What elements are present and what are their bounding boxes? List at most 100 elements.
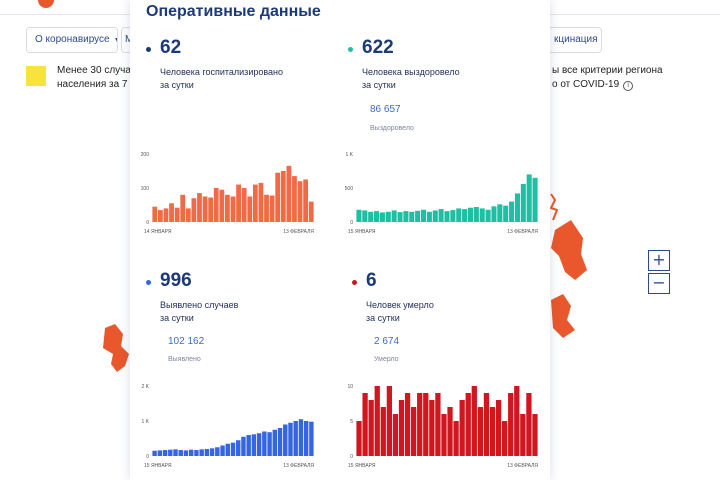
chart-bar[interactable] bbox=[162, 450, 168, 456]
chart-bar[interactable] bbox=[220, 445, 225, 457]
chart-bar[interactable] bbox=[508, 393, 514, 456]
chart-bar[interactable] bbox=[262, 431, 267, 457]
chart-bar[interactable] bbox=[453, 421, 459, 456]
chart-bar[interactable] bbox=[379, 212, 385, 222]
chart-bar[interactable] bbox=[247, 196, 253, 223]
chart-bar[interactable] bbox=[385, 211, 391, 222]
chart-bar[interactable] bbox=[157, 450, 163, 456]
chart-bar[interactable] bbox=[417, 393, 423, 456]
chart-bar[interactable] bbox=[479, 208, 485, 222]
chart-bar[interactable] bbox=[514, 193, 520, 222]
chart-bar[interactable] bbox=[209, 448, 215, 456]
chart-bar[interactable] bbox=[236, 184, 241, 222]
chart-bar[interactable] bbox=[471, 386, 477, 456]
chart-bar[interactable] bbox=[526, 174, 532, 222]
chart-bar[interactable] bbox=[199, 449, 204, 456]
zoom-out-button[interactable]: − bbox=[648, 273, 670, 294]
chart-bar[interactable] bbox=[215, 447, 220, 456]
chart-bar[interactable] bbox=[447, 407, 453, 456]
chart-bar[interactable] bbox=[444, 211, 450, 222]
zoom-in-button[interactable]: + bbox=[648, 250, 670, 271]
site-logo[interactable] bbox=[38, 0, 54, 8]
nav-pill-vaccination[interactable]: кцинация▼ bbox=[540, 27, 602, 53]
chart-bar[interactable] bbox=[213, 188, 219, 222]
chart-bar[interactable] bbox=[429, 400, 435, 456]
chart-bar[interactable] bbox=[219, 189, 225, 222]
chart-bar[interactable] bbox=[409, 211, 415, 222]
chart-bar[interactable] bbox=[485, 209, 491, 222]
chart-bar[interactable] bbox=[420, 209, 427, 222]
chart-bar[interactable] bbox=[191, 198, 197, 222]
map-region-left[interactable] bbox=[95, 320, 135, 380]
chart-bar[interactable] bbox=[532, 414, 538, 456]
chart-bar[interactable] bbox=[252, 184, 258, 222]
chart-bar[interactable] bbox=[374, 211, 380, 222]
chart-bar[interactable] bbox=[183, 450, 189, 456]
chart-bar[interactable] bbox=[236, 440, 241, 456]
chart-bar[interactable] bbox=[432, 210, 438, 222]
chart-bar[interactable] bbox=[293, 421, 298, 456]
chart-bar[interactable] bbox=[173, 449, 178, 456]
chart-bar[interactable] bbox=[502, 421, 508, 456]
chart-bar[interactable] bbox=[489, 407, 496, 456]
chart-bar[interactable] bbox=[275, 172, 281, 222]
chart-bar[interactable] bbox=[152, 206, 158, 222]
chart-bar[interactable] bbox=[423, 393, 429, 456]
chart-bar[interactable] bbox=[404, 393, 411, 456]
chart-bar[interactable] bbox=[450, 210, 456, 222]
chart-bar[interactable] bbox=[308, 201, 314, 222]
chart-bar[interactable] bbox=[303, 179, 309, 223]
chart-bar[interactable] bbox=[169, 203, 174, 222]
chart-bar[interactable] bbox=[362, 210, 368, 222]
chart-bar[interactable] bbox=[225, 443, 230, 456]
chart-bar[interactable] bbox=[467, 207, 474, 222]
chart-bar[interactable] bbox=[397, 212, 403, 222]
chart-bar[interactable] bbox=[225, 194, 230, 222]
chart-bar[interactable] bbox=[356, 421, 362, 456]
chart-bar[interactable] bbox=[163, 208, 169, 222]
chart-bar[interactable] bbox=[185, 208, 191, 222]
chart-bar[interactable] bbox=[415, 210, 421, 222]
chart-bar[interactable] bbox=[380, 407, 386, 456]
chart-bar[interactable] bbox=[256, 433, 262, 456]
chart-bar[interactable] bbox=[374, 386, 380, 456]
chart-bar[interactable] bbox=[241, 188, 247, 222]
chart-bar[interactable] bbox=[477, 407, 483, 456]
chart-bar[interactable] bbox=[230, 442, 236, 456]
chart-bar[interactable] bbox=[392, 414, 399, 456]
chart-bar[interactable] bbox=[298, 419, 304, 456]
chart-bar[interactable] bbox=[411, 407, 417, 456]
chart-bar[interactable] bbox=[188, 449, 194, 456]
chart-bar[interactable] bbox=[426, 211, 432, 222]
chart-bar[interactable] bbox=[246, 435, 251, 456]
chart-bar[interactable] bbox=[202, 196, 208, 223]
chart-bar[interactable] bbox=[435, 393, 441, 456]
chart-bar[interactable] bbox=[483, 393, 490, 456]
chart-bar[interactable] bbox=[264, 194, 269, 222]
chart-bar[interactable] bbox=[520, 414, 526, 456]
chart-bar[interactable] bbox=[462, 209, 468, 222]
chart-bar[interactable] bbox=[459, 400, 465, 456]
nav-pill-about[interactable]: О коронавирусе ▼ bbox=[26, 27, 118, 53]
chart-bar[interactable] bbox=[441, 414, 447, 456]
chart-bar[interactable] bbox=[497, 204, 503, 222]
chart-bar[interactable] bbox=[272, 429, 278, 456]
chart-bar[interactable] bbox=[391, 210, 397, 222]
chart-bar[interactable] bbox=[491, 206, 497, 222]
chart-bar[interactable] bbox=[503, 205, 509, 222]
chart-bar[interactable] bbox=[194, 450, 199, 456]
chart-bar[interactable] bbox=[204, 449, 210, 456]
chart-bar[interactable] bbox=[208, 197, 214, 222]
chart-bar[interactable] bbox=[197, 193, 202, 222]
chart-bar[interactable] bbox=[473, 207, 479, 222]
map-region-right[interactable] bbox=[545, 190, 590, 350]
chart-bar[interactable] bbox=[438, 209, 444, 222]
chart-bar[interactable] bbox=[532, 177, 538, 222]
chart-bar[interactable] bbox=[157, 210, 163, 222]
chart-bar[interactable] bbox=[267, 432, 272, 456]
chart-bar[interactable] bbox=[309, 421, 314, 456]
chart-bar[interactable] bbox=[297, 181, 303, 222]
chart-bar[interactable] bbox=[277, 428, 283, 456]
chart-bar[interactable] bbox=[288, 422, 293, 456]
chart-bar[interactable] bbox=[456, 208, 462, 222]
